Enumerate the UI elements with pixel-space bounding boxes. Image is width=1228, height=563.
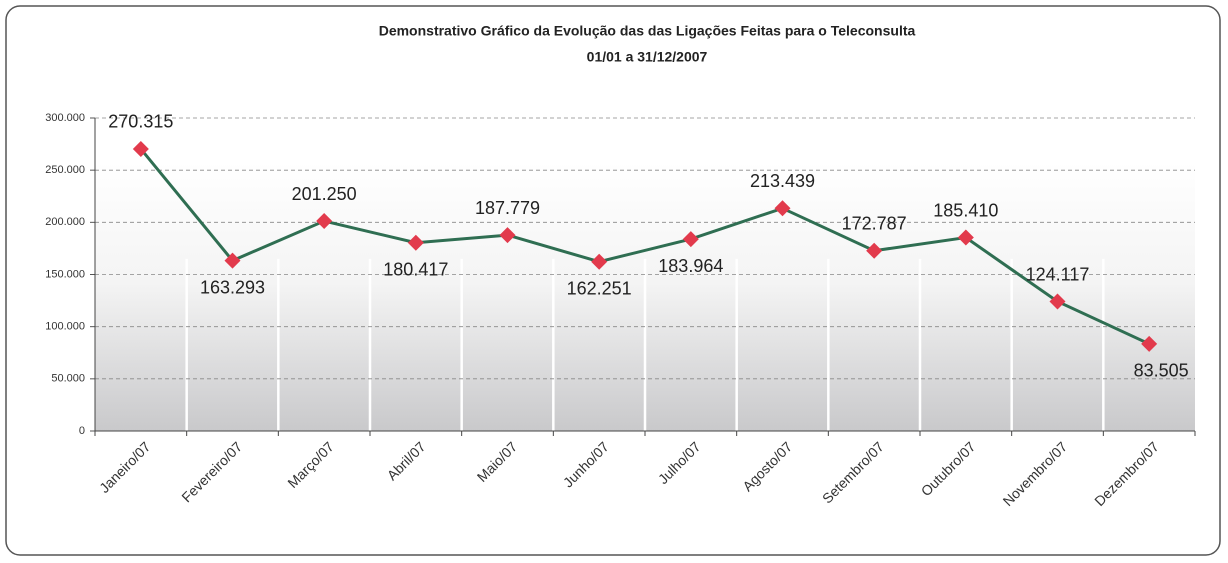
data-label: 183.964	[658, 256, 723, 276]
y-tick-label: 100.000	[45, 321, 85, 333]
chart-subtitle: 01/01 a 31/12/2007	[587, 49, 708, 65]
chart-title: Demonstrativo Gráfico da Evolução das da…	[379, 23, 916, 39]
data-label: 187.779	[475, 198, 540, 218]
y-tick-label: 200.000	[45, 216, 85, 228]
data-label: 162.251	[567, 278, 632, 298]
marker	[1049, 293, 1066, 310]
data-label: 124.117	[1026, 264, 1090, 284]
data-label: 83.505	[1134, 361, 1189, 381]
line	[139, 148, 1150, 346]
marker	[316, 213, 333, 230]
marker	[957, 229, 974, 246]
marker	[1141, 335, 1158, 352]
marker	[682, 231, 699, 248]
data-label: 213.439	[750, 171, 815, 191]
y-tick-label: 300.000	[45, 112, 85, 124]
marker	[407, 234, 424, 251]
y-tick-label: 150.000	[45, 268, 85, 280]
marker	[774, 200, 791, 217]
data-label: 172.787	[842, 213, 907, 233]
data-label: 180.417	[383, 260, 448, 280]
data-label: 270.315	[108, 112, 173, 132]
marker	[591, 253, 608, 270]
marker	[132, 140, 149, 157]
y-tick-label: 250.000	[45, 164, 85, 176]
data-label: 201.250	[292, 184, 357, 204]
data-label: 185.410	[933, 200, 998, 220]
marker	[866, 242, 883, 259]
marker	[224, 252, 241, 269]
marker	[499, 227, 516, 244]
y-tick-label: 50.000	[51, 373, 85, 385]
y-tick-label: 0	[79, 425, 85, 437]
data-label: 163.293	[200, 277, 265, 297]
